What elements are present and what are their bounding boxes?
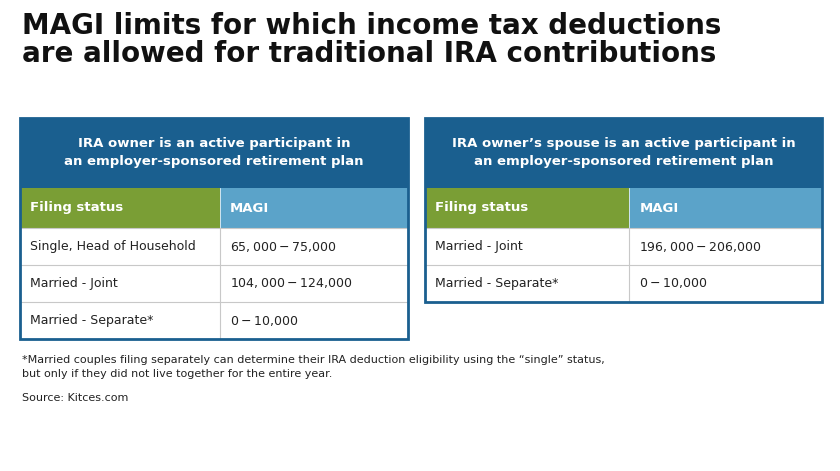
Bar [425,118,822,188]
Text: $0 - $10,000: $0 - $10,000 [639,276,707,291]
Text: Filing status: Filing status [435,202,528,214]
Text: Married - Joint: Married - Joint [30,277,118,290]
Text: IRA owner’s spouse is an active participant in
an employer-sponsored retirement : IRA owner’s spouse is an active particip… [452,138,795,169]
Bar [20,228,408,265]
Text: Single, Head of Household: Single, Head of Household [30,240,196,253]
Text: Married - Separate*: Married - Separate* [435,277,559,290]
Bar [425,188,629,228]
Bar [20,302,408,339]
Text: $65,000 - $75,000: $65,000 - $75,000 [230,239,336,253]
Text: Married - Joint: Married - Joint [435,240,522,253]
Text: *Married couples filing separately can determine their IRA deduction eligibility: *Married couples filing separately can d… [22,355,605,365]
Text: are allowed for traditional IRA contributions: are allowed for traditional IRA contribu… [22,40,717,68]
Text: MAGI: MAGI [639,202,679,214]
Bar [425,228,822,265]
Text: $104,000 - $124,000: $104,000 - $124,000 [230,276,352,291]
Text: Married - Separate*: Married - Separate* [30,314,154,327]
Bar [20,118,408,339]
Text: MAGI: MAGI [230,202,269,214]
Text: Source: Kitces.com: Source: Kitces.com [22,393,129,403]
Bar [425,265,822,302]
Text: but only if they did not live together for the entire year.: but only if they did not live together f… [22,369,333,379]
Bar [20,118,408,188]
Text: MAGI limits for which income tax deductions: MAGI limits for which income tax deducti… [22,12,722,40]
Text: IRA owner is an active participant in
an employer-sponsored retirement plan: IRA owner is an active participant in an… [64,138,364,169]
Bar [20,188,220,228]
Bar [629,188,822,228]
Bar [425,118,822,302]
Text: $196,000 - $206,000: $196,000 - $206,000 [639,239,762,253]
Bar [220,188,408,228]
Text: Filing status: Filing status [30,202,123,214]
Bar [20,265,408,302]
Text: $0 - $10,000: $0 - $10,000 [230,314,298,327]
